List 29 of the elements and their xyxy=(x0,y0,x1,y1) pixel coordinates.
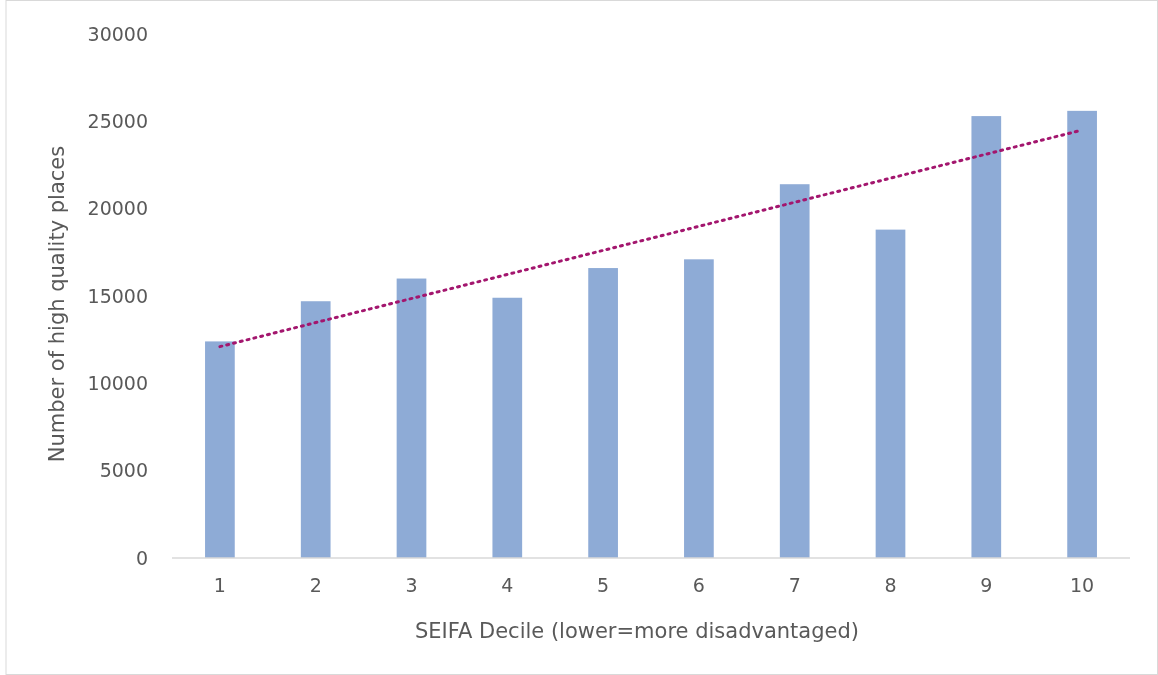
y-tick-label: 0 xyxy=(135,546,148,569)
x-tick-label: 10 xyxy=(1070,574,1095,596)
bar xyxy=(205,341,235,558)
x-tick-label: 9 xyxy=(980,574,993,596)
y-tick-label: 10000 xyxy=(87,371,148,394)
bar xyxy=(971,116,1002,558)
x-tick-label: 6 xyxy=(692,574,705,596)
bar xyxy=(396,278,427,558)
y-tick-label: 15000 xyxy=(87,284,148,307)
bar xyxy=(684,259,714,558)
x-tick-label: 7 xyxy=(788,574,801,596)
bar xyxy=(779,184,810,558)
x-tick-label: 4 xyxy=(501,574,514,596)
x-tick-label: 3 xyxy=(405,574,418,596)
y-tick-label: 30000 xyxy=(87,22,148,45)
x-tick-label: 2 xyxy=(309,574,322,596)
y-tick-label: 25000 xyxy=(87,109,148,132)
bar xyxy=(875,229,906,558)
bar xyxy=(492,297,523,558)
x-tick-label: 1 xyxy=(213,574,226,596)
bar xyxy=(300,301,331,558)
x-tick-label: 8 xyxy=(884,574,897,596)
x-tick-label: 5 xyxy=(597,574,610,596)
x-axis-title: SEIFA Decile (lower=more disadvantaged) xyxy=(415,619,859,643)
bar xyxy=(1067,110,1097,558)
y-tick-label: 5000 xyxy=(99,459,148,482)
bar xyxy=(588,268,618,558)
y-tick-label: 20000 xyxy=(87,197,148,220)
y-axis-title: Number of high quality places xyxy=(45,145,69,463)
